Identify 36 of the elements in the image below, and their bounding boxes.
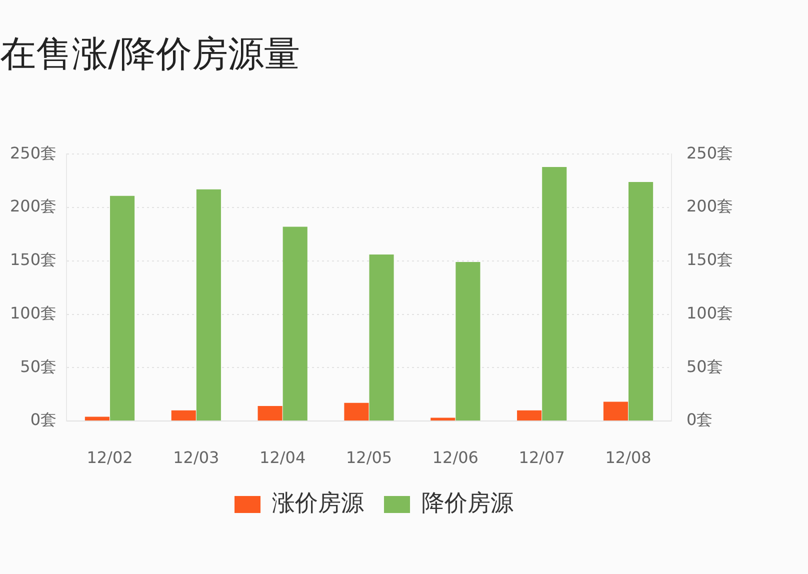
y-tick-label: 200套 xyxy=(10,196,57,216)
x-tick-label: 12/02 xyxy=(86,448,133,467)
legend-label: 降价房源 xyxy=(422,490,514,516)
bar xyxy=(110,196,135,420)
bar xyxy=(542,167,567,420)
bar xyxy=(603,402,628,420)
y-tick-label: 250套 xyxy=(10,143,57,162)
bar xyxy=(369,254,394,420)
y2-tick-label: 250套 xyxy=(686,143,734,162)
bar xyxy=(282,226,308,420)
legend-label: 涨价房源 xyxy=(272,490,364,516)
y2-tick-label: 100套 xyxy=(686,303,734,322)
y-tick-label: 100套 xyxy=(10,303,57,322)
chart-title: 在售涨/降价房源量 xyxy=(0,34,300,75)
bar xyxy=(171,410,196,420)
y2-tick-label: 50套 xyxy=(686,356,723,376)
y2-tick-label: 0套 xyxy=(686,410,713,430)
bar xyxy=(628,182,654,420)
y2-tick-label: 150套 xyxy=(686,250,734,270)
y-tick-label: 150套 xyxy=(10,250,57,270)
bar xyxy=(344,402,369,420)
x-tick-label: 12/07 xyxy=(518,448,565,467)
bar xyxy=(456,262,480,420)
bar xyxy=(430,418,456,420)
bar xyxy=(517,410,542,420)
bar xyxy=(84,416,110,420)
y-tick-label: 50套 xyxy=(20,356,57,376)
x-tick-label: 12/06 xyxy=(432,448,478,467)
x-tick-label: 12/03 xyxy=(173,448,220,467)
y-tick-label: 0套 xyxy=(30,410,57,430)
bar xyxy=(258,406,282,420)
x-tick-label: 12/04 xyxy=(260,448,306,467)
bar xyxy=(196,189,221,420)
y2-tick-label: 200套 xyxy=(686,196,734,216)
x-tick-label: 12/05 xyxy=(346,448,392,467)
x-tick-label: 12/08 xyxy=(605,448,652,467)
